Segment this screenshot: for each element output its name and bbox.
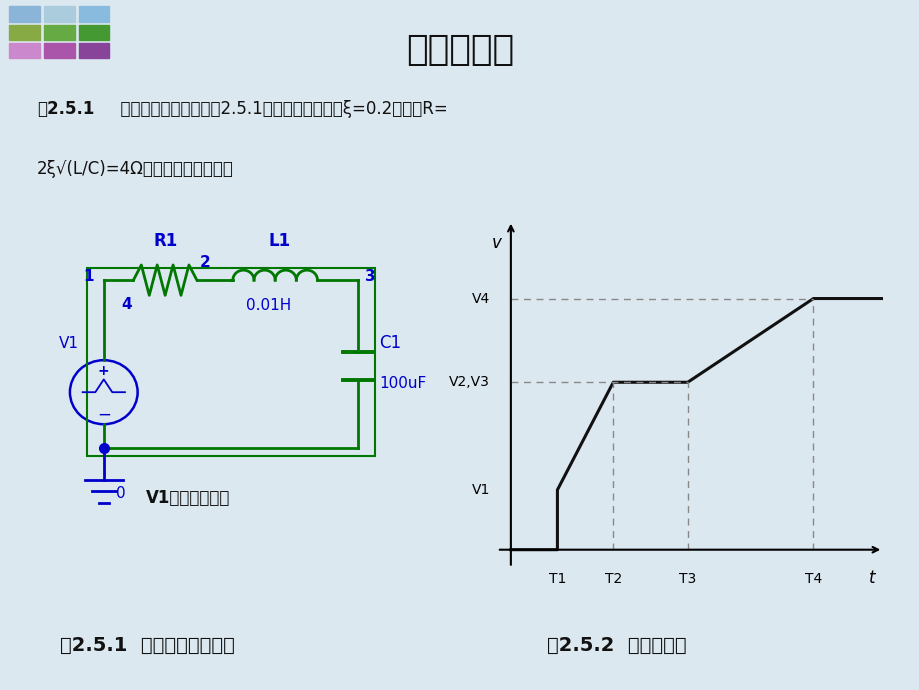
Bar	[44, 6, 74, 21]
Text: 阻尼振荡器: 阻尼振荡器	[405, 33, 514, 67]
Text: 0: 0	[117, 486, 126, 501]
Bar	[9, 6, 40, 21]
Text: L1: L1	[268, 232, 290, 250]
Text: T2: T2	[604, 573, 621, 586]
Bar	[44, 25, 74, 40]
Text: 4: 4	[121, 297, 132, 312]
Text: T1: T1	[548, 573, 565, 586]
Bar	[79, 6, 109, 21]
Text: +: +	[97, 364, 109, 378]
Text: −: −	[96, 405, 110, 423]
Bar	[44, 43, 74, 58]
Text: T3: T3	[678, 573, 696, 586]
Text: V4: V4	[471, 292, 490, 306]
Text: R1: R1	[153, 232, 177, 250]
Bar	[9, 43, 40, 58]
Text: t: t	[868, 569, 875, 586]
Text: V1: V1	[471, 483, 490, 497]
Text: 图2.5.1  阻尼振荡器电路图: 图2.5.1 阻尼振荡器电路图	[60, 635, 234, 655]
Bar	[86, 268, 374, 456]
Text: 1: 1	[84, 268, 94, 284]
Bar	[9, 25, 40, 40]
Text: v: v	[492, 234, 501, 252]
Bar	[79, 25, 109, 40]
Text: 0.01H: 0.01H	[246, 298, 291, 313]
Text: T4: T4	[804, 573, 821, 586]
Text: 3: 3	[365, 268, 375, 284]
Text: 例2.5.1: 例2.5.1	[37, 100, 94, 118]
Text: V2,V3: V2,V3	[448, 375, 490, 389]
Text: 2: 2	[199, 255, 210, 270]
Text: V1: V1	[58, 336, 78, 351]
Bar	[79, 43, 109, 58]
Text: 图2.5.2  分段线性源: 图2.5.2 分段线性源	[546, 635, 686, 655]
Text: C1: C1	[379, 334, 401, 352]
Text: 100uF: 100uF	[379, 376, 425, 391]
Text: V1：分段线性源: V1：分段线性源	[146, 489, 231, 507]
Text: 一个阻尼振荡电路如图2.5.1所示，其衰减系数ξ=0.2，电阻R=: 一个阻尼振荡电路如图2.5.1所示，其衰减系数ξ=0.2，电阻R=	[110, 100, 448, 118]
Text: 2ξ√(L/C)=4Ω，计算其振荡波形。: 2ξ√(L/C)=4Ω，计算其振荡波形。	[37, 160, 233, 178]
